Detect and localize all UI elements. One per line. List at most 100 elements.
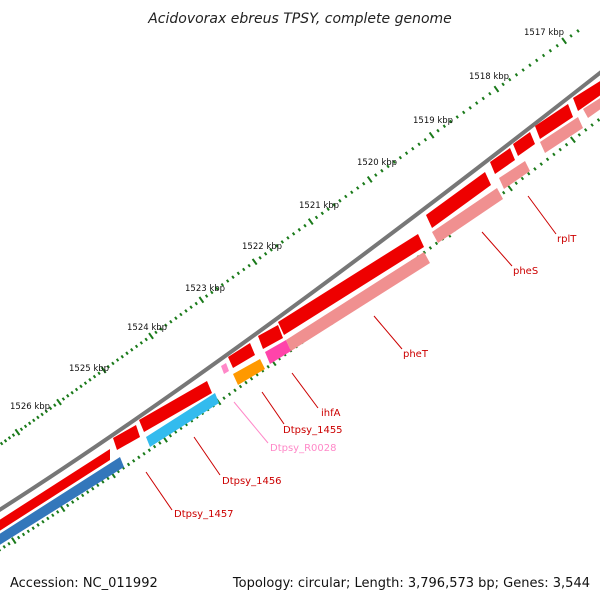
kbp-label-1520: 1520 kbp [357,158,397,168]
outer-scale-tick [19,427,24,432]
gene-misc-1457[interactable] [0,457,124,551]
gene-cds-1456[interactable] [139,381,212,432]
outer-scale-tick [7,436,12,440]
outer-scale-tick [154,330,158,335]
outer-scale-tick [514,73,519,77]
inner-scale-tick [533,167,537,171]
kbp-label-1525: 1525 kbp [69,364,109,374]
outer-scale-tick [66,394,70,398]
inner-scale-tick [36,523,40,527]
leader-lines [145,195,557,511]
outer-scale-tick [120,354,124,359]
gene-pheT-segment[interactable] [286,252,430,351]
gene-ihfA-segment[interactable] [265,340,291,364]
inner-scale-tick [70,500,75,504]
outer-scale-tick [32,418,36,423]
outer-scale-tick [251,258,258,266]
outer-scale-tick [449,119,453,124]
outer-scale-tick [130,348,134,352]
gene-rRNA-R0028[interactable] [221,363,229,374]
gene-cds-pheS[interactable] [426,172,491,228]
gene-label-pheT: pheT [403,349,429,360]
outer-scale-tick [355,186,360,190]
inner-scale-tick [596,118,600,122]
inner-scale-tick [507,184,513,192]
gene-rplT-segment-b[interactable] [540,117,583,153]
outer-scale-tick [326,207,330,211]
outer-scale-tick [561,37,568,45]
outer-scale-tick [210,290,214,295]
kbp-label-1526: 1526 kbp [10,402,50,412]
outer-scale-tick [493,85,500,93]
inner-scale-tick [41,519,45,524]
outer-scale-tick [350,190,354,195]
outer-scale-tick [521,68,525,72]
outer-scale-tick [468,105,472,110]
outer-scale-tick [148,332,154,340]
gene-label-1455: Dtpsy_1455 [283,425,343,436]
gene-cds-rplT-b[interactable] [535,104,573,139]
outer-scale-tick [423,137,428,142]
leader-ihfA [291,372,319,409]
inner-scale-tick [59,505,66,513]
gene-rplT-segment-a[interactable] [499,161,530,189]
outer-scale-tick [125,351,129,356]
leader-R0028 [233,401,269,444]
outer-scale-tick [332,203,336,207]
outer-scale-tick [159,327,163,331]
accession-text: Accession: NC_011992 [10,576,158,591]
inner-scale-tick [520,176,525,181]
gene-misc-1456[interactable] [146,393,219,447]
outer-scale-tick [134,344,139,349]
leader-rplT [527,195,557,235]
gene-cds-edge[interactable] [573,78,600,111]
gene-label-1457: Dtpsy_1457 [174,509,234,520]
gene-edge-segment[interactable] [583,95,600,118]
outer-scale-tick [338,198,342,203]
gene-cds-1455[interactable] [228,343,255,368]
outer-scale-tick [92,374,97,379]
inner-scale-tick [96,483,100,488]
kbp-label-1517: 1517 kbp [524,28,564,38]
outer-scale-tick [231,275,235,279]
outer-scale-tick [184,309,188,313]
gene-pheS-segment[interactable] [432,188,503,243]
gene-cds-1457[interactable] [0,449,110,537]
gene-cds-small-b[interactable] [490,148,515,174]
outer-scale-tick [411,146,415,151]
outer-scale-tick [189,305,193,309]
outer-scale-tick [40,412,44,417]
gene-cds-ihfA[interactable] [258,325,283,349]
outer-scale-tick [79,384,83,389]
outer-scale-tick [361,181,366,186]
leader-1456 [193,436,221,476]
outer-scale-tick [48,406,53,411]
outer-scale-tick [501,82,505,87]
kbp-label-1518: 1518 kbp [469,72,509,82]
inner-scale-tick [86,490,90,494]
outer-scale-tick [314,215,319,220]
outer-scale-tick [455,115,459,119]
gene-tRNA-1455[interactable] [233,359,265,385]
inner-scale-tick [80,493,85,498]
inner-scale-tick [65,503,70,508]
outer-scale-tick [204,294,209,298]
outer-scale-tick [569,34,573,38]
inner-scale-tick [590,123,594,127]
outer-scale-tick [320,211,325,216]
gene-cds-small-a[interactable] [113,425,140,450]
gene-cds-rplT[interactable] [513,132,535,156]
outer-scale-tick [541,53,546,58]
genome-summary-text: Topology: circular; Length: 3,796,573 bp… [232,576,590,591]
inner-scale-tick [91,486,95,491]
outer-scale-tick [0,441,4,446]
outer-scale-tick [442,124,447,128]
inner-scale-tick [249,376,254,381]
outer-scale-tick [70,390,74,395]
inner-scale-tick [75,496,80,501]
gene-cds-pheT[interactable] [278,234,424,335]
outer-scale-tick [139,341,144,345]
leader-1455 [261,391,285,425]
outer-scale-tick [380,168,384,173]
